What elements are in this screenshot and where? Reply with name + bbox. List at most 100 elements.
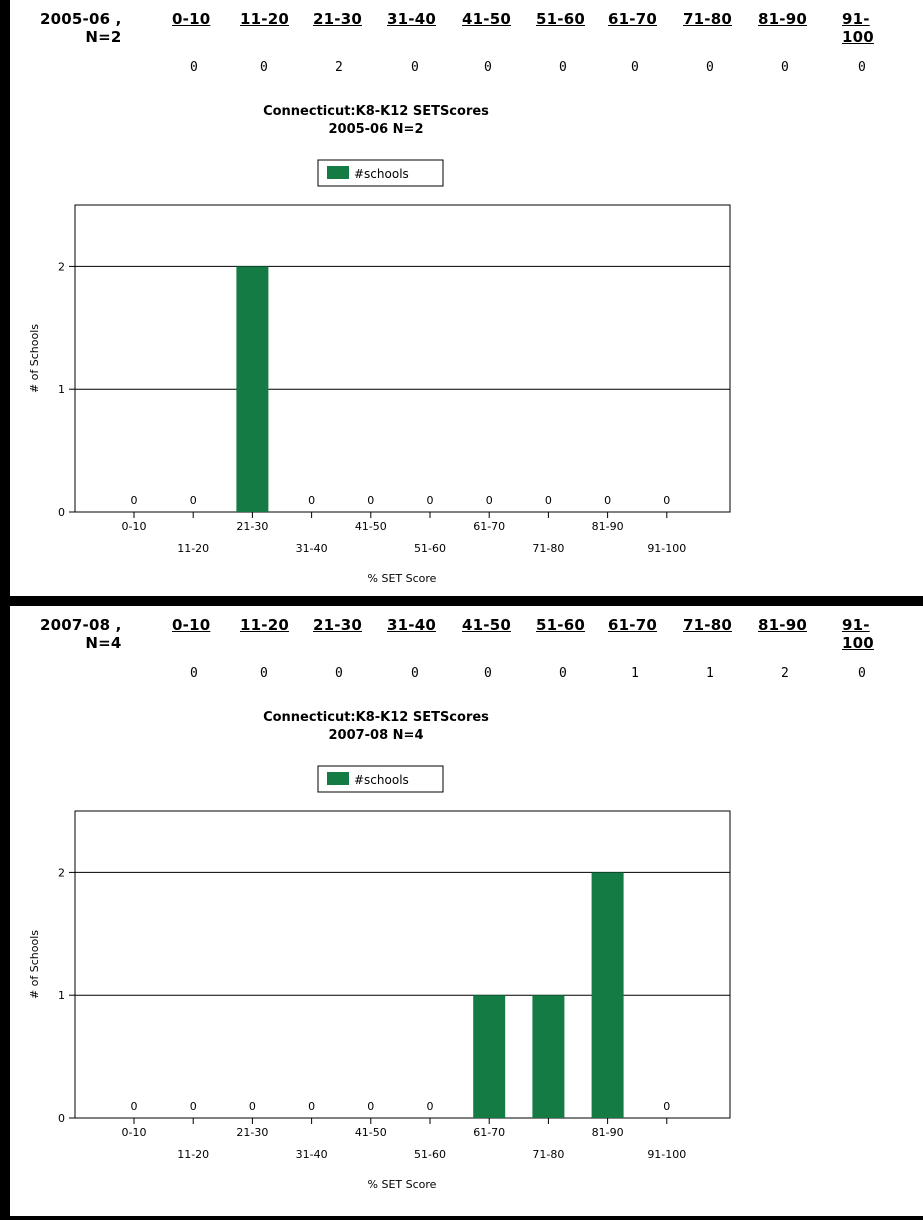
x-tick-label: 31-40 (296, 1148, 328, 1161)
bar-value-label: 0 (545, 494, 552, 507)
x-axis-label: % SET Score (368, 1178, 437, 1191)
y-tick-label: 2 (58, 866, 65, 879)
legend-label: #schools (354, 167, 409, 181)
y-tick-label: 2 (58, 260, 65, 273)
bin-count: 0 (858, 60, 866, 75)
bin-link-41-50[interactable]: 41-50 (462, 616, 511, 634)
bar (532, 995, 565, 1118)
bar-value-label: 0 (131, 1100, 138, 1113)
bar-value-label: 0 (190, 1100, 197, 1113)
bin-link-21-30[interactable]: 21-30 (313, 10, 362, 28)
bin-link-41-50[interactable]: 41-50 (462, 10, 511, 28)
bin-count: 0 (260, 666, 268, 681)
x-tick-label: 71-80 (532, 542, 564, 555)
y-tick-label: 1 (58, 989, 65, 1002)
x-tick-label: 21-30 (236, 520, 268, 533)
bin-link-11-20[interactable]: 11-20 (240, 10, 289, 28)
x-tick-label: 41-50 (355, 520, 387, 533)
bin-link-71-80[interactable]: 71-80 (683, 616, 732, 634)
bin-count: 0 (411, 666, 419, 681)
chart-subtitle: 2007-08 N=4 (328, 728, 423, 743)
year-header: 2007-08 , N=4 (40, 616, 122, 652)
x-tick-label: 81-90 (592, 1126, 624, 1139)
bin-count: 0 (781, 60, 789, 75)
bar-value-label: 0 (308, 1100, 315, 1113)
bin-link-81-90[interactable]: 81-90 (758, 10, 807, 28)
x-tick-label: 41-50 (355, 1126, 387, 1139)
bin-count: 0 (631, 60, 639, 75)
bin-link-31-40[interactable]: 31-40 (387, 10, 436, 28)
chart-title: Connecticut:K8-K12 SETScores (263, 710, 489, 725)
x-tick-label: 61-70 (473, 520, 505, 533)
chart-panel-2005-06: 2005-06 , N=2 0-10 0 11-20 0 21-30 2 31-40 0 41-… (10, 0, 923, 596)
bin-count: 0 (559, 60, 567, 75)
bin-link-71-80[interactable]: 71-80 (683, 10, 732, 28)
bar-value-label: 0 (486, 494, 493, 507)
bar-value-label: 0 (663, 494, 670, 507)
plot-area (74, 204, 731, 513)
bin-count: 0 (559, 666, 567, 681)
y-tick-label: 1 (58, 383, 65, 396)
chart-title: Connecticut:K8-K12 SETScores (263, 104, 489, 119)
bar-value-label: 0 (427, 1100, 434, 1113)
x-tick-label: 11-20 (177, 1148, 209, 1161)
bar-value-label: 0 (663, 1100, 670, 1113)
bin-link-51-60[interactable]: 51-60 (536, 10, 585, 28)
x-tick-label: 51-60 (414, 542, 446, 555)
y-tick-label: 0 (58, 1112, 65, 1125)
x-tick-label: 61-70 (473, 1126, 505, 1139)
y-axis-label: # of Schools (28, 324, 41, 393)
bin-link-61-70[interactable]: 61-70 (608, 616, 657, 634)
x-tick-label: 0-10 (122, 520, 147, 533)
plot-area (74, 810, 731, 1119)
bin-count: 0 (484, 666, 492, 681)
legend-swatch (327, 166, 349, 179)
bin-link-0-10[interactable]: 0-10 (172, 616, 211, 634)
bar-value-label: 0 (604, 494, 611, 507)
x-axis-label: % SET Score (368, 572, 437, 585)
bar-value-label: 0 (308, 494, 315, 507)
bin-count: 0 (411, 60, 419, 75)
bin-link-0-10[interactable]: 0-10 (172, 10, 211, 28)
bin-link-61-70[interactable]: 61-70 (608, 10, 657, 28)
legend-swatch (327, 772, 349, 785)
x-tick-label: 31-40 (296, 542, 328, 555)
y-axis-label: # of Schools (28, 930, 41, 999)
bin-link-31-40[interactable]: 31-40 (387, 616, 436, 634)
bin-count: 0 (190, 60, 198, 75)
x-tick-label: 11-20 (177, 542, 209, 555)
chart-panel-2007-08: 2007-08 , N=4 0-10 0 11-20 0 21-30 0 31-40 0 41-… (10, 606, 923, 1216)
bin-count: 1 (706, 666, 714, 681)
bar (591, 872, 624, 1118)
bin-link-91-100[interactable]: 91- 100 (842, 10, 874, 46)
bin-link-51-60[interactable]: 51-60 (536, 616, 585, 634)
x-tick-label: 91-100 (647, 1148, 686, 1161)
legend-label: #schools (354, 773, 409, 787)
bar-value-label: 0 (367, 1100, 374, 1113)
bin-count: 2 (335, 60, 343, 75)
bin-count: 0 (706, 60, 714, 75)
year-label: 2007-08 , (40, 616, 122, 634)
year-header: 2005-06 , N=2 (40, 10, 122, 46)
bar-chart: Connecticut:K8-K12 SETScores 2005-06 N=2 #… (10, 0, 923, 600)
bin-count: 0 (484, 60, 492, 75)
bin-link-91-100[interactable]: 91- 100 (842, 616, 874, 652)
x-tick-label: 91-100 (647, 542, 686, 555)
n-label: N=4 (85, 634, 122, 652)
chart-subtitle: 2005-06 N=2 (328, 122, 423, 137)
bin-count: 0 (190, 666, 198, 681)
bar-value-label: 0 (249, 1100, 256, 1113)
bin-link-21-30[interactable]: 21-30 (313, 616, 362, 634)
bin-link-11-20[interactable]: 11-20 (240, 616, 289, 634)
bin-link-81-90[interactable]: 81-90 (758, 616, 807, 634)
bar (473, 995, 506, 1118)
bin-count: 2 (781, 666, 789, 681)
x-tick-label: 21-30 (236, 1126, 268, 1139)
bar-chart: Connecticut:K8-K12 SETScores 2007-08 N=4 #… (10, 606, 923, 1220)
bin-count: 1 (631, 666, 639, 681)
bin-count: 0 (260, 60, 268, 75)
bar-value-label: 0 (427, 494, 434, 507)
bin-count: 0 (858, 666, 866, 681)
n-label: N=2 (85, 28, 122, 46)
x-tick-label: 51-60 (414, 1148, 446, 1161)
